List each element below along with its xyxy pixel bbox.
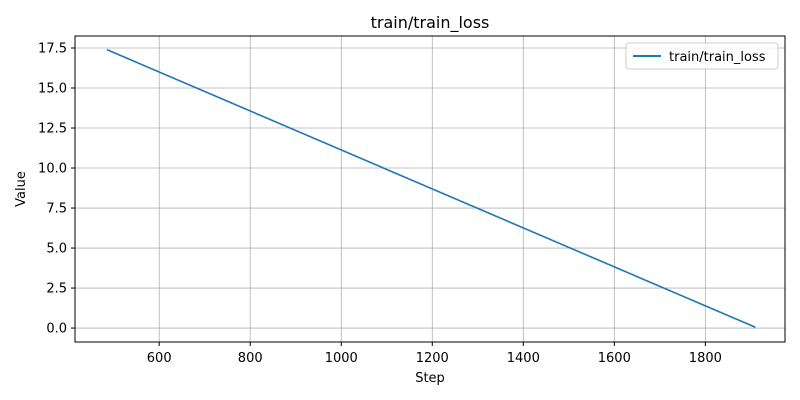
chart-title: train/train_loss bbox=[371, 13, 490, 33]
x-tick-label: 1000 bbox=[325, 351, 358, 366]
y-tick-label: 0.0 bbox=[46, 322, 67, 337]
x-tick-label: 600 bbox=[147, 351, 172, 366]
x-tick-label: 1600 bbox=[598, 351, 631, 366]
y-tick-label: 2.5 bbox=[46, 282, 67, 297]
y-tick-label: 7.5 bbox=[46, 202, 67, 217]
x-tick-label: 1800 bbox=[689, 351, 722, 366]
x-axis-label: Step bbox=[415, 371, 445, 386]
legend-box bbox=[625, 42, 779, 70]
y-axis-ticks: 0.0 2.5 5.0 7.5 10.0 12.5 15.0 17.5 bbox=[38, 42, 75, 337]
y-axis-label: Value bbox=[14, 171, 29, 207]
y-tick-label: 15.0 bbox=[38, 82, 67, 97]
legend: train/train_loss bbox=[625, 42, 779, 70]
series-layer bbox=[106, 48, 756, 329]
x-tick-label: 1200 bbox=[416, 351, 449, 366]
x-tick-label: 1400 bbox=[507, 351, 540, 366]
y-tick-label: 17.5 bbox=[38, 42, 67, 57]
series-line bbox=[106, 48, 756, 329]
x-axis-ticks: 600 800 1000 1200 1400 1600 1800 bbox=[147, 342, 722, 366]
y-tick-label: 5.0 bbox=[46, 242, 67, 257]
legend-label: train/train_loss bbox=[669, 50, 766, 65]
plot-frame bbox=[74, 35, 786, 343]
x-tick-label: 800 bbox=[238, 351, 263, 366]
grid-lines bbox=[75, 36, 785, 342]
y-tick-label: 10.0 bbox=[38, 162, 67, 177]
y-tick-label: 12.5 bbox=[38, 122, 67, 137]
